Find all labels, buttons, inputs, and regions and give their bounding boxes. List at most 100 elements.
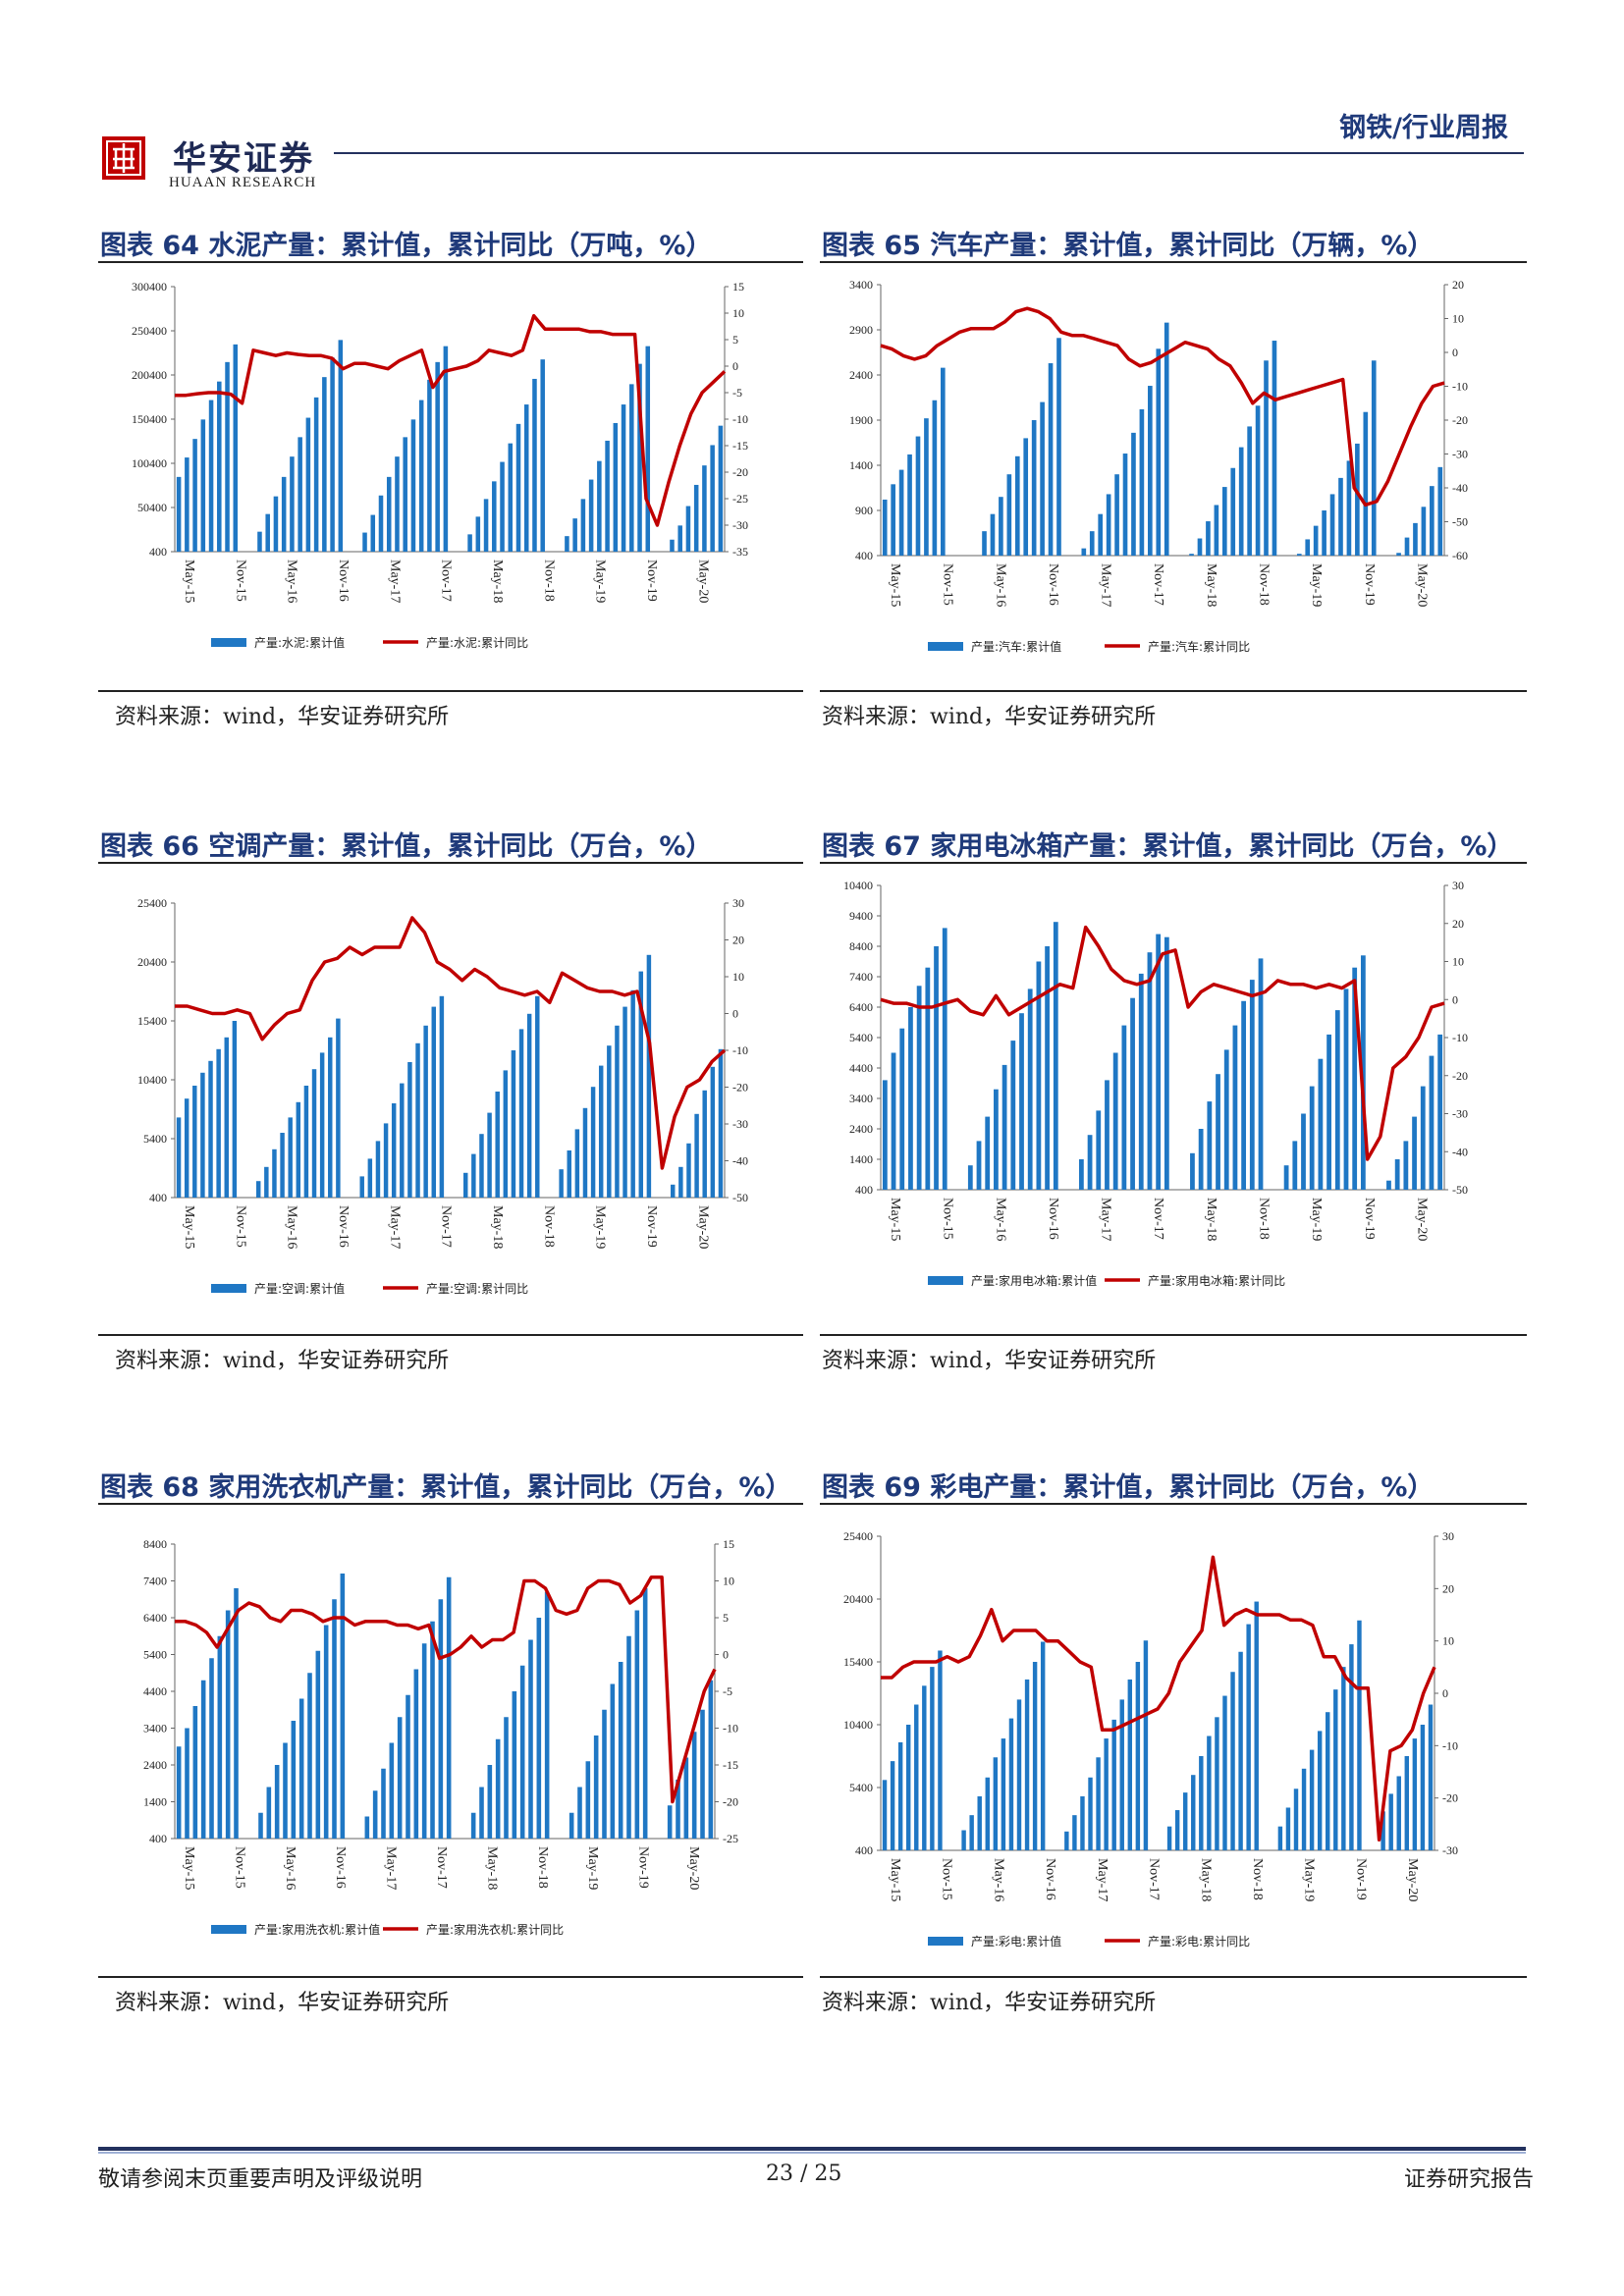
bar (1078, 1159, 1084, 1190)
left-tick-label: 20400 (843, 1592, 873, 1606)
bar (670, 539, 675, 552)
bar (1031, 420, 1037, 556)
bar (1230, 1672, 1235, 1850)
bar (637, 363, 642, 552)
source-note: 资料来源：wind，华安证券研究所 (115, 1349, 450, 1373)
left-tick-label: 25400 (137, 896, 167, 910)
bar (1089, 531, 1095, 556)
x-tick-label: May-18 (490, 1205, 505, 1249)
bar (500, 461, 505, 552)
bar (916, 986, 922, 1190)
bar (192, 1706, 198, 1839)
x-tick-label: May-17 (384, 1846, 399, 1890)
line-series (880, 306, 1445, 507)
bar (403, 437, 407, 552)
x-tick-label: Nov-17 (1151, 563, 1165, 606)
bar (470, 1812, 476, 1839)
x-tick-label: Nov-16 (336, 1205, 351, 1248)
x-tick-label: Nov-18 (1250, 1858, 1265, 1900)
bar (427, 379, 432, 552)
bar (258, 1812, 263, 1839)
x-tick-label: May-19 (1309, 1198, 1324, 1241)
x-tick-label: Nov-15 (941, 563, 955, 606)
x-tick-label: May-20 (1414, 1198, 1429, 1241)
bar (283, 1742, 288, 1839)
x-tick-label: Nov-19 (1353, 1858, 1368, 1900)
bar (1223, 1049, 1229, 1190)
bar (257, 531, 262, 552)
bar (890, 1761, 895, 1850)
bar (508, 443, 514, 552)
bar (1429, 1055, 1435, 1190)
source-rule (820, 690, 1527, 692)
bar (315, 1650, 321, 1839)
bar (298, 437, 302, 552)
bar (296, 1101, 301, 1198)
x-tick-label: May-20 (695, 560, 710, 603)
footer-disclaimer: 敬请参阅末页重要声明及评级说明 (98, 2167, 423, 2192)
bar (291, 1721, 297, 1839)
bar (439, 995, 445, 1198)
right-tick-label: -30 (1452, 448, 1468, 461)
bar (598, 1065, 604, 1198)
x-tick-label: Nov-18 (541, 1205, 556, 1248)
right-tick-label: 0 (732, 359, 738, 373)
bar (1139, 408, 1145, 556)
right-tick-label: 0 (1452, 992, 1458, 1006)
bar (1309, 1086, 1315, 1190)
bar (1338, 477, 1343, 556)
x-tick-label: May-18 (484, 1846, 499, 1890)
bar (1006, 474, 1012, 556)
bar (634, 1610, 640, 1839)
right-tick-label: -30 (732, 518, 748, 532)
line-series (881, 1555, 1436, 1842)
bar (882, 1780, 888, 1850)
bar (924, 418, 929, 556)
bar (232, 1021, 238, 1198)
left-tick-label: 5400 (143, 1648, 167, 1662)
bar (200, 1680, 206, 1839)
bar (1329, 494, 1335, 556)
right-tick-label: -10 (732, 1043, 748, 1057)
right-tick-label: 20 (732, 934, 744, 947)
right-tick-label: -60 (1452, 549, 1468, 562)
left-tick-label: 400 (149, 1832, 167, 1845)
bar (932, 400, 938, 556)
bar (1088, 1777, 1093, 1850)
footer-rule (98, 2147, 1526, 2151)
bar (431, 1006, 436, 1198)
bar (430, 1621, 435, 1839)
bar (479, 1134, 484, 1198)
x-tick-label: Nov-15 (232, 1846, 246, 1889)
report-type: 钢铁/行业周报 (1339, 113, 1508, 143)
bar (359, 1176, 364, 1198)
chart-washer: 400 1400 2400 3400 4400 5400 6400 7400 8400 -25 -2… (98, 1507, 803, 1978)
bar (1333, 1689, 1338, 1850)
x-tick-label: May-15 (182, 1846, 196, 1890)
bar (1249, 980, 1255, 1190)
bar (1388, 1793, 1393, 1850)
bar (1247, 426, 1252, 556)
bar (395, 456, 400, 552)
bar (1197, 538, 1203, 556)
bar (891, 1052, 896, 1190)
bar (386, 476, 392, 552)
bar (1198, 1129, 1204, 1190)
bar (908, 1007, 913, 1190)
bar (1246, 1624, 1251, 1850)
x-tick-label: Nov-18 (535, 1846, 550, 1889)
bar (415, 1042, 420, 1198)
right-tick-label: -10 (1452, 380, 1468, 394)
left-tick-label: 50400 (137, 501, 167, 514)
right-tick-label: 15 (723, 1537, 734, 1551)
bar (391, 1103, 397, 1198)
chart-svg: 400 50400 100400 150400 200400 250400 300400 -3… (132, 280, 748, 650)
title-rule (820, 862, 1527, 864)
bar (1214, 505, 1219, 556)
bar (942, 928, 947, 1190)
line-series (175, 1575, 717, 1804)
x-tick-label: Nov-19 (644, 1205, 659, 1248)
bar (233, 344, 239, 552)
bar (1238, 1651, 1243, 1850)
bar (192, 1086, 197, 1198)
